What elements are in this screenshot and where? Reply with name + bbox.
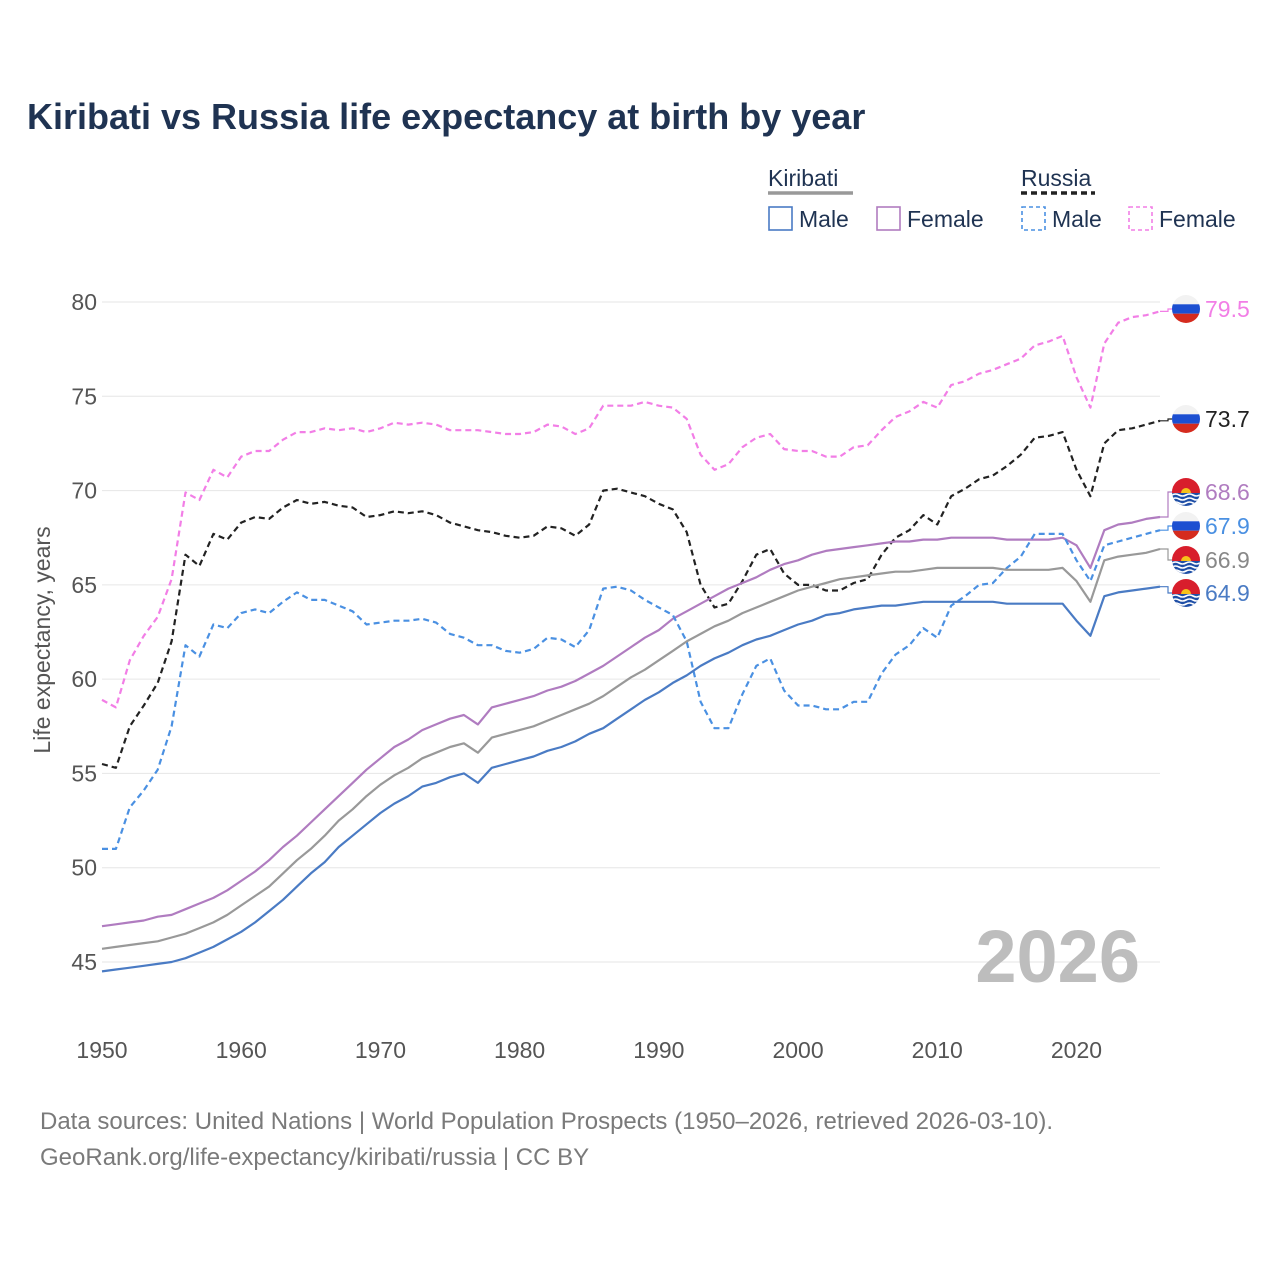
series-line-kiribati-total: [101, 547, 1161, 950]
x-tick-label: 2010: [912, 1037, 963, 1063]
russia-flag-icon: [1172, 295, 1200, 323]
y-tick-label: 55: [71, 760, 97, 786]
end-label-connector: [1160, 491, 1172, 518]
source-line-2: GeoRank.org/life-expectancy/kiribati/rus…: [40, 1144, 590, 1171]
end-value-label: 67.9: [1205, 513, 1250, 539]
series-line-kiribati-male: [101, 585, 1161, 973]
legend: Kiribati Male Female Russia Male Female: [768, 165, 1236, 232]
end-value-label: 64.9: [1205, 580, 1250, 606]
series-lines: [101, 310, 1161, 973]
russia-flag-icon: [1172, 405, 1200, 433]
x-axis: 1950 1960 1970 1980 1990 2000 2010 2020: [76, 1037, 1102, 1063]
x-tick-label: 1950: [76, 1037, 127, 1063]
x-tick-label: 1980: [494, 1037, 545, 1063]
x-tick-label: 1960: [216, 1037, 267, 1063]
end-value-label: 79.5: [1205, 296, 1250, 322]
y-tick-label: 70: [71, 478, 97, 504]
y-tick-label: 50: [71, 855, 97, 881]
series-line-russia-male: [102, 529, 1161, 850]
legend-group-kiribati: Kiribati: [768, 165, 838, 191]
x-tick-label: 2000: [772, 1037, 823, 1063]
y-axis: 45 50 55 60 65 70 75 80: [71, 289, 97, 975]
legend-item-label: Male: [799, 206, 849, 232]
series-line-russia-total: [101, 419, 1161, 769]
legend-item-label: Female: [1159, 206, 1236, 232]
x-tick-label: 1970: [355, 1037, 406, 1063]
legend-swatch: [1128, 206, 1153, 231]
source-note: Data sources: United Nations | World Pop…: [40, 1104, 1053, 1176]
chart-title: Kiribati vs Russia life expectancy at bi…: [27, 96, 865, 137]
y-tick-label: 60: [71, 666, 97, 692]
end-label-connector: [1160, 418, 1172, 422]
life-expectancy-chart: Kiribati vs Russia life expectancy at bi…: [27, 96, 1250, 1063]
x-tick-label: 2020: [1051, 1037, 1102, 1063]
kiribati-flag-icon: [1172, 478, 1200, 506]
legend-swatch: [1021, 206, 1046, 231]
y-tick-label: 45: [71, 949, 97, 975]
end-value-label: 68.6: [1205, 479, 1250, 505]
end-label-connector: [1160, 525, 1172, 531]
end-label-connector: [1160, 308, 1172, 312]
end-label-connector: [1160, 586, 1172, 594]
y-axis-label: Life expectancy, years: [29, 526, 55, 753]
series-line-kiribati-female: [101, 515, 1161, 928]
kiribati-flag-icon: [1172, 546, 1200, 574]
y-tick-label: 75: [71, 383, 97, 409]
y-tick-label: 65: [71, 572, 97, 598]
end-labels: 79.5 73.7 68.6 67.9 66.9 64.9: [1160, 295, 1250, 607]
russia-flag-icon: [1172, 512, 1200, 540]
year-watermark: 2026: [975, 915, 1140, 998]
grid: [102, 301, 1160, 963]
legend-group-russia: Russia: [1021, 165, 1092, 191]
end-value-label: 66.9: [1205, 547, 1250, 573]
y-tick-label: 80: [71, 289, 97, 315]
source-line-1: Data sources: United Nations | World Pop…: [40, 1108, 1054, 1135]
legend-item-label: Female: [907, 206, 984, 232]
legend-swatch: [876, 206, 901, 231]
end-value-label: 73.7: [1205, 406, 1250, 432]
kiribati-flag-icon: [1172, 579, 1200, 607]
series-line-russia-female: [101, 310, 1161, 709]
x-tick-label: 1990: [633, 1037, 684, 1063]
end-label-connector: [1160, 548, 1172, 561]
legend-swatch: [768, 206, 793, 231]
legend-item-label: Male: [1052, 206, 1102, 232]
